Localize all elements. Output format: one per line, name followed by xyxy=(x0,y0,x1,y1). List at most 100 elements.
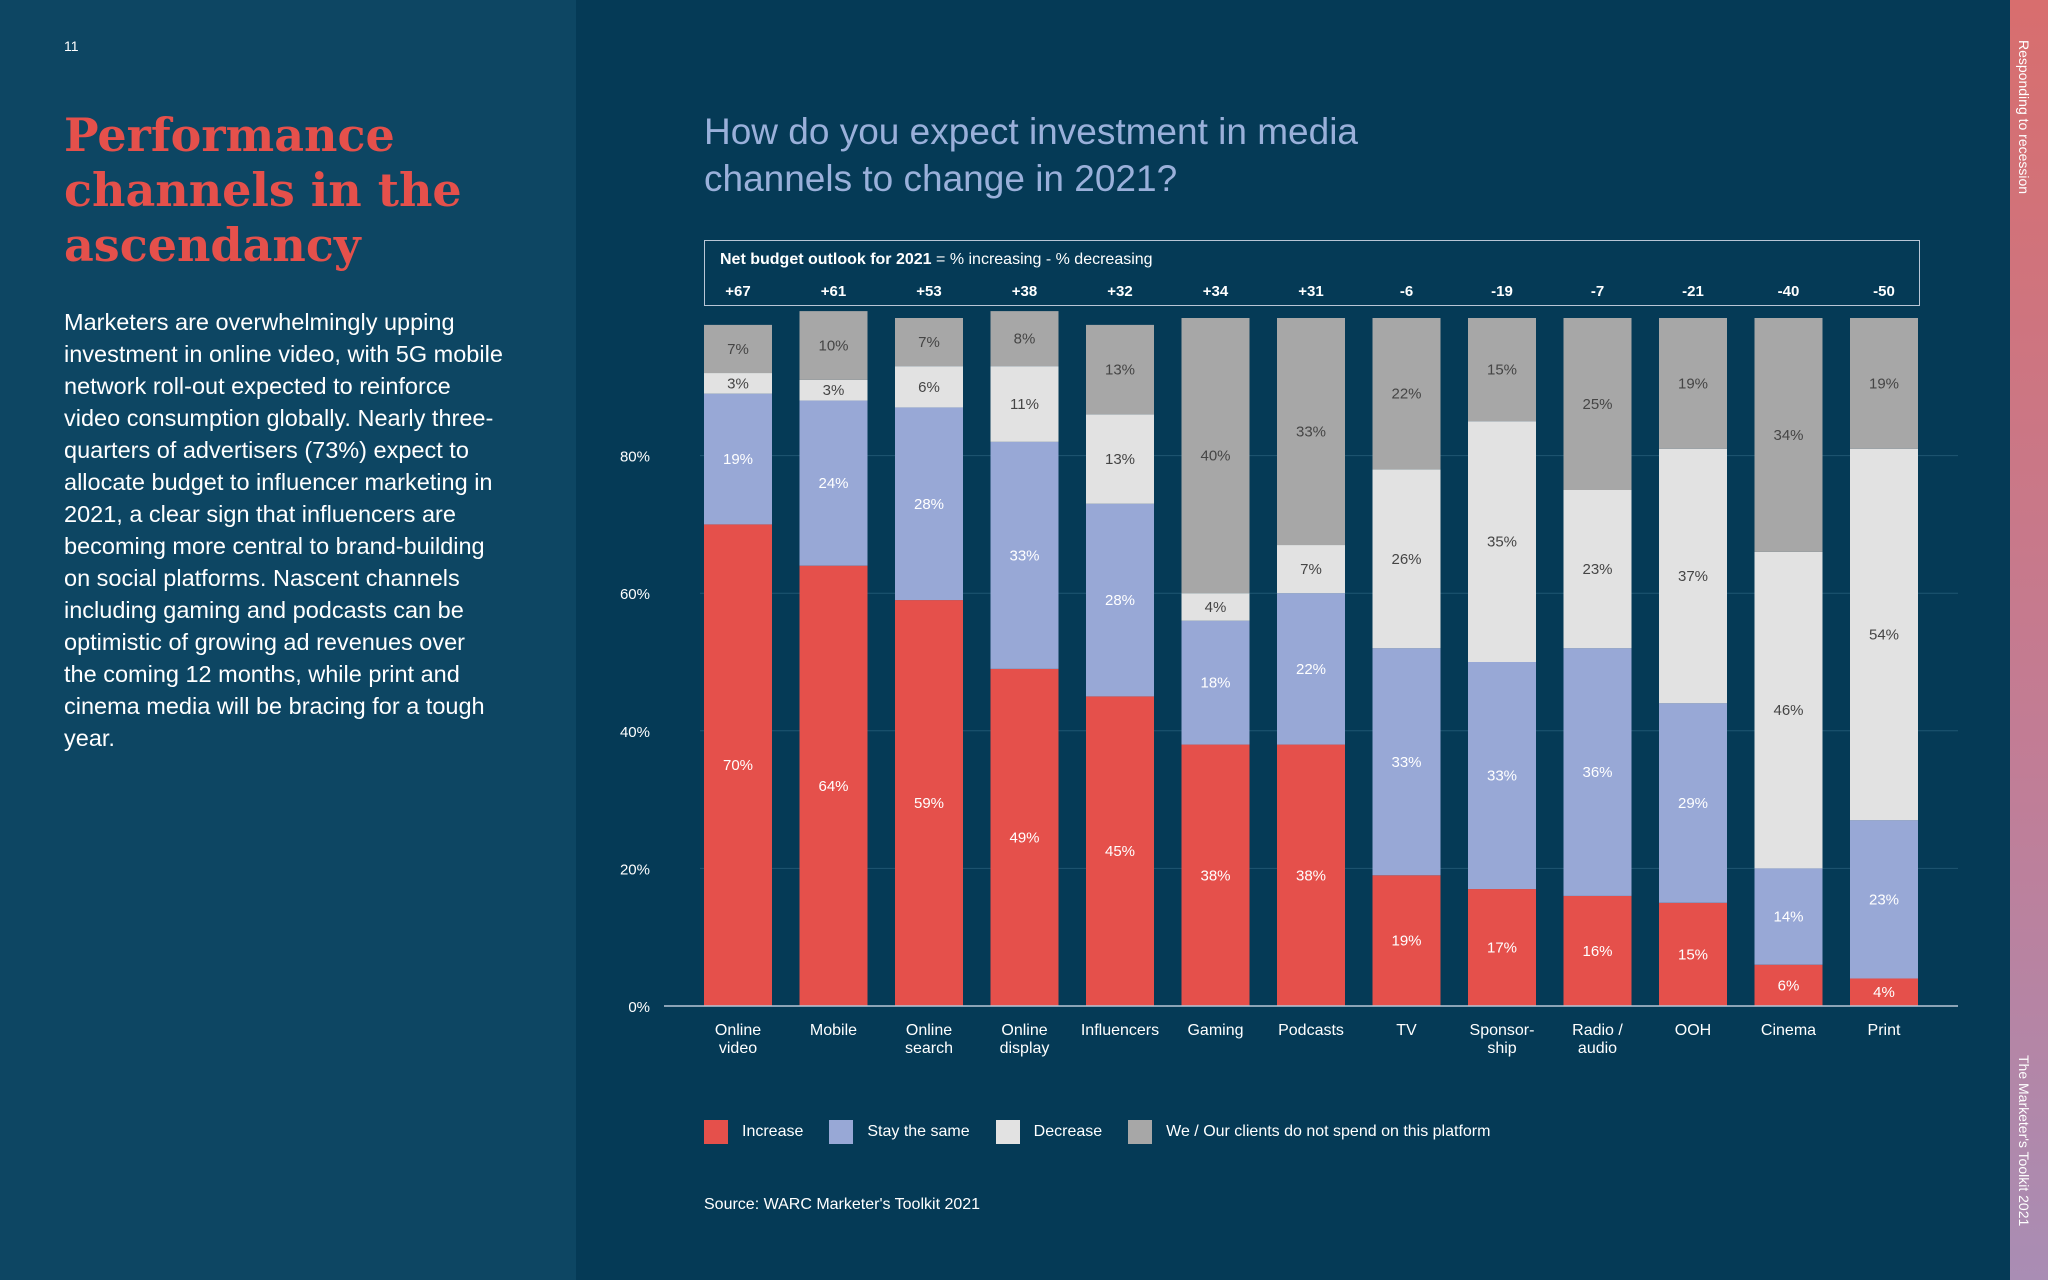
data-label: 35% xyxy=(1487,534,1517,551)
data-label: 22% xyxy=(1296,661,1326,678)
data-label: 54% xyxy=(1869,626,1899,643)
data-label: 10% xyxy=(818,338,848,355)
bar-segment xyxy=(990,366,1059,442)
bar-segment xyxy=(990,441,1059,669)
data-label: 49% xyxy=(1009,829,1039,846)
bar-segment xyxy=(704,373,772,394)
bar-segment xyxy=(1659,902,1727,1006)
x-tick-label: TV xyxy=(1396,1022,1417,1039)
headline: Performance channels in the ascendancy xyxy=(64,108,462,272)
bar-segment xyxy=(1563,648,1632,896)
bar-segment xyxy=(1372,469,1441,649)
data-label: 23% xyxy=(1582,561,1612,578)
net-budget-caption: Net budget outlook for 2021 = % increasi… xyxy=(720,251,1153,269)
data-label: 37% xyxy=(1678,568,1708,585)
bar-segment xyxy=(1754,318,1823,552)
source-note: Source: WARC Marketer's Toolkit 2021 xyxy=(704,1196,981,1213)
y-tick-label: 0% xyxy=(628,999,650,1016)
x-tick-label: Online xyxy=(715,1022,761,1039)
body-text: Marketers are overwhelmingly upping inve… xyxy=(64,309,503,751)
data-label: 33% xyxy=(1296,424,1326,441)
data-label: 45% xyxy=(1105,843,1135,860)
data-label: 33% xyxy=(1009,547,1039,564)
bar-segment xyxy=(1659,703,1727,903)
bar-segment xyxy=(1850,448,1918,821)
legend-item-do-not-spend: We / Our clients do not spend on this pl… xyxy=(1128,1120,1490,1144)
bar-segment xyxy=(799,400,868,566)
data-label: 38% xyxy=(1200,867,1230,884)
legend-label-do-not-spend: We / Our clients do not spend on this pl… xyxy=(1166,1123,1491,1140)
bar-segment xyxy=(704,324,772,374)
x-tick-label: Online xyxy=(906,1022,952,1039)
data-label: 28% xyxy=(1105,592,1135,609)
x-tick-label: search xyxy=(905,1040,953,1057)
data-label: 19% xyxy=(1678,375,1708,392)
x-tick-label: video xyxy=(719,1040,757,1057)
data-label: 11% xyxy=(1010,396,1039,413)
data-label: 6% xyxy=(1778,977,1800,994)
left-panel: 11 Performance channels in the ascendanc… xyxy=(0,0,576,1280)
bar-segment xyxy=(1563,895,1632,1006)
bar-segment xyxy=(1850,318,1918,449)
bar-segment xyxy=(1468,318,1536,422)
data-label: 36% xyxy=(1582,764,1612,781)
data-label: 26% xyxy=(1391,551,1421,568)
net-budget-value: +34 xyxy=(1203,283,1229,300)
bar-segment xyxy=(1468,421,1536,662)
bar-segment xyxy=(1181,593,1250,621)
bar-segment xyxy=(1563,318,1632,490)
x-tick-label: ship xyxy=(1487,1040,1516,1057)
bar-segment xyxy=(799,379,868,401)
bar-segment xyxy=(1372,648,1441,876)
data-label: 24% xyxy=(818,475,848,492)
bar-segment xyxy=(1563,490,1632,649)
legend-item-stay-the-same: Stay the same xyxy=(829,1120,970,1144)
legend: Increase Stay the same Decrease We / Our… xyxy=(704,1120,1516,1144)
bar-segment xyxy=(1659,448,1727,704)
bar-segment xyxy=(1277,744,1345,1006)
net-budget-value: +53 xyxy=(916,283,941,300)
legend-item-decrease: Decrease xyxy=(995,1120,1102,1144)
net-budget-caption-rest: = % increasing - % decreasing xyxy=(931,251,1153,268)
data-label: 33% xyxy=(1391,754,1421,771)
data-label: 13% xyxy=(1105,362,1135,379)
data-label: 19% xyxy=(1869,375,1899,392)
x-tick-label: display xyxy=(1000,1040,1050,1057)
right-strip xyxy=(2010,0,2048,1280)
x-tick-label: Influencers xyxy=(1081,1022,1159,1039)
net-budget-value: -7 xyxy=(1591,283,1604,300)
bar-segment xyxy=(1277,545,1345,594)
y-tick-label: 80% xyxy=(620,449,650,466)
chart-title: How do you expect investment in media ch… xyxy=(704,111,1359,199)
bar-segment xyxy=(1277,318,1345,546)
bar-segment xyxy=(1181,620,1250,745)
data-label: 8% xyxy=(1014,331,1036,348)
data-label: 23% xyxy=(1869,891,1899,908)
bar-segment xyxy=(895,366,963,408)
net-budget-box: Net budget outlook for 2021 = % increasi… xyxy=(704,240,1920,306)
bar-segment xyxy=(1754,551,1823,869)
legend-swatch-increase xyxy=(704,1120,728,1144)
section-label: Responding to recession xyxy=(2016,40,2032,195)
bar-segment xyxy=(895,407,963,601)
net-budget-value: +31 xyxy=(1298,283,1323,300)
bar-segment xyxy=(1181,744,1250,1006)
bar-segment xyxy=(990,311,1059,367)
legend-label-stay-the-same: Stay the same xyxy=(867,1123,970,1140)
y-tick-label: 20% xyxy=(620,861,650,878)
bar-segment xyxy=(1850,820,1918,979)
x-tick-label: Online xyxy=(1001,1022,1047,1039)
x-tick-label: Mobile xyxy=(810,1022,857,1039)
data-label: 7% xyxy=(1300,561,1322,578)
legend-swatch-stay-the-same xyxy=(829,1120,854,1144)
bar-segment xyxy=(1086,503,1154,697)
data-label: 16% xyxy=(1582,943,1612,960)
data-label: 6% xyxy=(918,379,940,396)
legend-swatch-do-not-spend xyxy=(1128,1120,1153,1144)
page-number: 11 xyxy=(64,38,79,54)
bar-segment xyxy=(1086,414,1154,504)
bar-segment xyxy=(1086,696,1154,1006)
y-tick-label: 60% xyxy=(620,586,650,603)
x-tick-label: Print xyxy=(1868,1022,1901,1039)
data-label: 38% xyxy=(1296,867,1326,884)
